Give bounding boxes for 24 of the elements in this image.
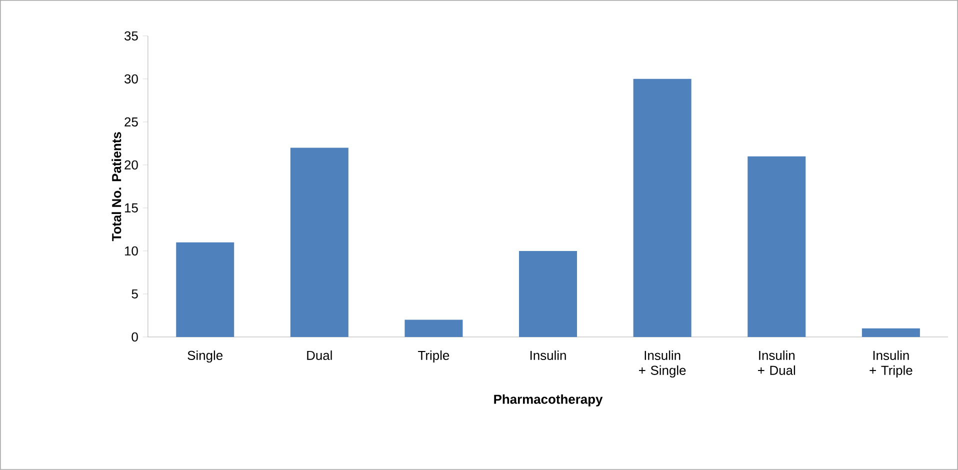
y-tick-label: 30 — [124, 74, 138, 84]
bar — [519, 250, 578, 338]
x-tick-label: Triple — [418, 350, 450, 363]
y-tick-label: 15 — [124, 203, 138, 213]
y-tick-label: 35 — [124, 31, 138, 41]
bar — [404, 320, 463, 338]
bar — [633, 78, 692, 338]
bar — [748, 156, 806, 338]
x-tick-label: Insulin + Dual — [758, 350, 796, 375]
bar — [176, 242, 234, 338]
y-tick-label: 25 — [124, 117, 138, 127]
bar — [862, 328, 920, 338]
x-axis-title: Pharmacotherapy — [494, 394, 603, 406]
x-tick-label: Insulin + Single — [639, 350, 686, 378]
y-tick-label: 5 — [132, 289, 138, 299]
x-tick-label: Single — [188, 350, 223, 363]
y-axis-title: Total No. Patients — [112, 132, 122, 242]
bar — [290, 148, 348, 338]
y-tick-label: 20 — [124, 160, 138, 170]
x-tick-label: Insulin + Triple — [870, 350, 912, 378]
y-tick-label: 10 — [124, 246, 138, 256]
x-tick-label: Insulin — [530, 350, 566, 360]
y-tick-label: 0 — [132, 332, 138, 342]
x-tick-label: Dual — [307, 350, 332, 360]
